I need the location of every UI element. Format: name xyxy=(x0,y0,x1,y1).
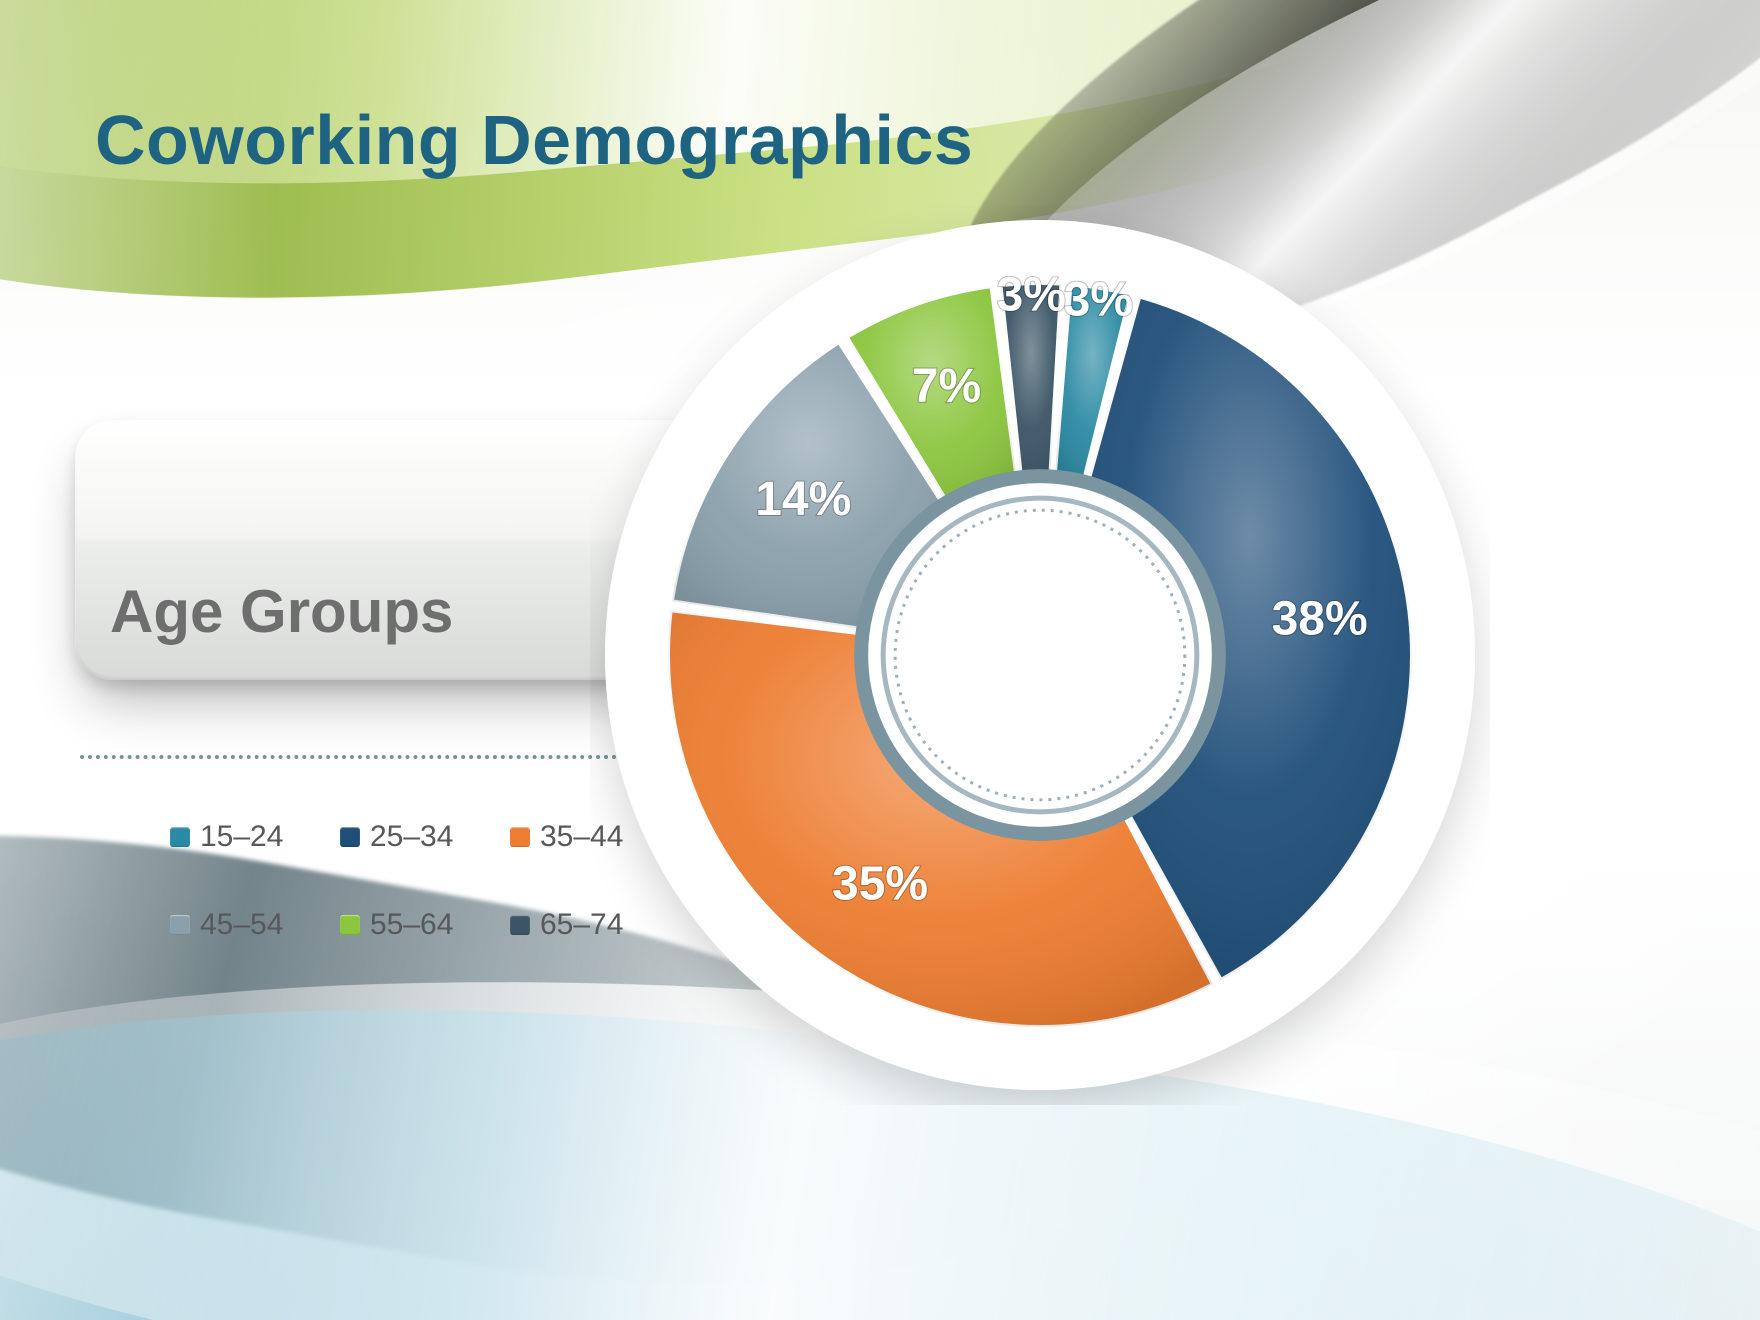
legend-swatch xyxy=(170,827,190,847)
legend-swatch xyxy=(340,915,360,935)
donut-data-label: 7% xyxy=(912,360,981,413)
legend-swatch xyxy=(510,915,530,935)
donut-data-label: 38% xyxy=(1272,592,1368,645)
legend-swatch xyxy=(510,827,530,847)
slide-title: Coworking Demographics xyxy=(95,100,973,180)
subtitle-text: Age Groups xyxy=(110,577,453,646)
legend-label: 45–54 xyxy=(200,908,283,942)
slide: Coworking Demographics Age Groups 15–24 2… xyxy=(0,0,1760,1320)
legend-item: 25–34 xyxy=(340,820,510,854)
donut-chart: 3% 38% 35% 14% 7% 3% xyxy=(590,205,1490,1105)
legend-label: 15–24 xyxy=(200,820,283,854)
legend-swatch xyxy=(340,827,360,847)
donut-data-label: 3% xyxy=(1064,273,1133,326)
legend-label: 25–34 xyxy=(370,820,453,854)
legend-item: 55–64 xyxy=(340,908,510,942)
legend-item: 15–24 xyxy=(170,820,340,854)
donut-data-label: 3% xyxy=(997,269,1066,322)
legend-label: 55–64 xyxy=(370,908,453,942)
donut-data-label: 35% xyxy=(832,857,928,910)
donut-data-label: 14% xyxy=(755,473,851,526)
legend-item: 45–54 xyxy=(170,908,340,942)
legend-swatch xyxy=(170,915,190,935)
